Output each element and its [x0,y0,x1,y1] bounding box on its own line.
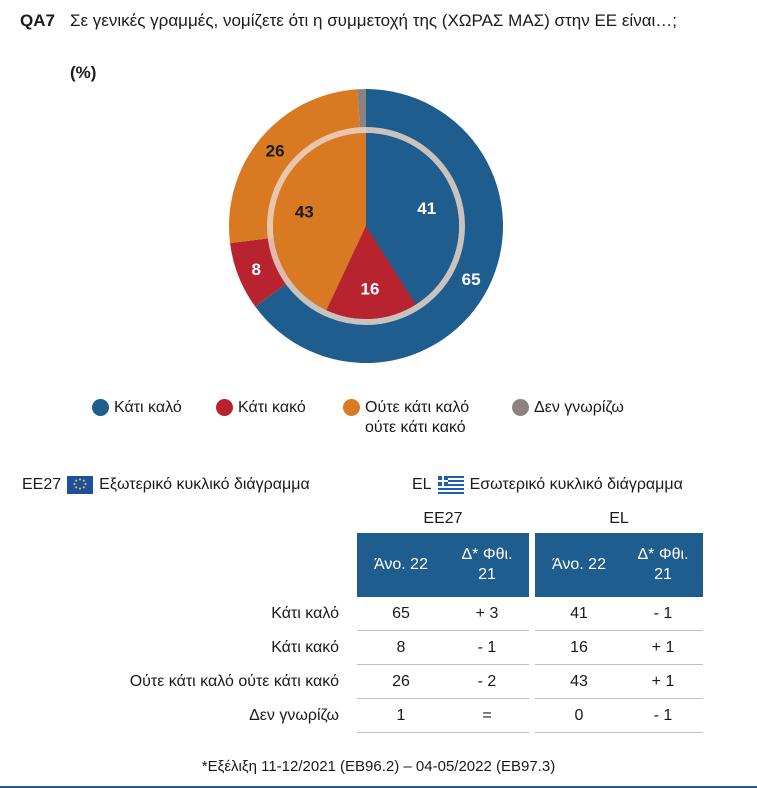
blank-cell [20,533,357,597]
key-outer-code: EE27 [22,476,62,493]
inner-pie [273,133,459,320]
cell-value: - 2 [445,664,529,699]
legend-label: Δεν γνωρίζω [534,399,624,416]
cell-value: - 1 [623,698,703,733]
key-inner-code: EL [412,476,432,493]
inner-slice-neither [273,133,366,311]
row-label: Κάτι κακό [271,638,339,656]
legend-swatch [92,399,109,416]
inner-label-bad: 16 [361,280,380,299]
cell-value: 41 [535,597,623,631]
cell-value: 16 [535,630,623,665]
inner-label-neither: 43 [295,203,314,222]
separator-ring [267,127,465,325]
cell-value: = [445,698,529,733]
results-table: EE27 EL Άνο. 22 Δ* Φθι. 21 Άνο. 22 Δ* Φθ… [20,505,703,733]
header-line: Άνο. 22 [374,556,428,573]
outer-label-good: 65 [462,270,481,289]
header-line: 21 [478,566,496,583]
table-row: Δεν γνωρίζω 1 = 0 - 1 [20,698,703,733]
cell-value: + 3 [445,597,529,631]
cell-value: 0 [535,698,623,733]
cell-value: 26 [357,664,445,699]
row-label: Κάτι καλό [271,604,339,622]
col-header-eu27-delta: Δ* Φθι. 21 [445,533,529,597]
legend-item-good: Κάτι καλό [92,398,182,418]
cell-value: + 1 [623,664,703,699]
header-line: Δ* Φθι. [461,546,513,563]
key-outer: EE27 Εξωτερικό κυκλικό διάγραμμα [22,476,310,494]
column-header-row: Άνο. 22 Δ* Φθι. 21 Άνο. 22 Δ* Φθι. 21 [20,533,703,597]
gap-cell [529,597,535,631]
gap-cell [529,698,535,733]
table-row: Ούτε κάτι καλό ούτε κάτι κακό 26 - 2 43 … [20,664,703,699]
legend-swatch [343,399,360,416]
col-header-eu27-spring22: Άνο. 22 [357,533,445,597]
inner-slice-good [366,133,459,305]
inner-slice-bad [326,226,416,320]
pie-labels: 65 8 26 41 16 43 [252,141,481,298]
key-outer-text: Εξωτερικό κυκλικό διάγραμμα [99,476,310,493]
legend-label: Ούτε κάτι καλό ούτε κάτι κακό [365,398,469,438]
header-line: 21 [654,566,672,583]
legend-item-bad: Κάτι κακό [216,398,306,418]
outer-label-bad: 8 [252,260,261,279]
inner-label-good: 41 [417,199,436,218]
key-inner-text: Εσωτερικό κυκλικό διάγραμμα [469,476,683,493]
table-row: Κάτι καλό 65 + 3 41 - 1 [20,597,703,631]
gap-cell [529,505,535,533]
legend-swatch [216,399,233,416]
table-row: Κάτι κακό 8 - 1 16 + 1 [20,630,703,665]
header-line: Άνο. 22 [552,556,606,573]
blank-cell [20,505,357,533]
legend-item-neither: Ούτε κάτι καλό ούτε κάτι κακό [343,398,469,438]
col-header-el-spring22: Άνο. 22 [535,533,623,597]
greek-flag-icon [437,476,464,494]
legend-label-line1: Ούτε κάτι καλό [365,399,470,416]
gap-cell [529,630,535,665]
row-label: Ούτε κάτι καλό ούτε κάτι κακό [129,672,339,690]
question-code: QA7 [20,11,55,30]
bottom-rule [0,786,757,788]
group-header-row: EE27 EL [20,505,703,533]
cell-value: + 1 [623,630,703,665]
eu-flag-icon [67,476,94,494]
legend-label: Κάτι καλό [114,399,182,416]
key-inner: EL Εσωτερικό κυκλικό διάγραμμα [412,476,683,494]
legend-label-line2: ούτε κάτι κακό [365,419,466,436]
header-line: Δ* Φθι. [637,546,689,563]
cell-value: 43 [535,664,623,699]
question-text: Σε γενικές γραμμές, νομίζετε ότι η συμμε… [70,11,678,30]
outer-label-neither: 26 [266,141,285,160]
cell-value: - 1 [623,597,703,631]
legend-item-dont-know: Δεν γνωρίζω [512,398,624,418]
ring-separator [267,127,465,325]
cell-value: 1 [357,698,445,733]
group-el: EL [609,510,629,527]
row-label: Δεν γνωρίζω [249,706,339,724]
unit-label: (%) [70,63,97,82]
gap-cell [529,664,535,699]
cell-value: 8 [357,630,445,665]
double-pie-chart: 65 8 26 41 16 43 [229,89,503,363]
cell-value: 65 [357,597,445,631]
footnote: *Εξέλιξη 11-12/2021 (EB96.2) – 04-05/202… [201,758,556,775]
legend-label: Κάτι κακό [238,399,306,416]
legend-swatch [512,399,529,416]
col-header-el-delta: Δ* Φθι. 21 [623,533,703,597]
gap-cell [529,533,535,597]
group-eu27: EE27 [423,510,463,527]
cell-value: - 1 [445,630,529,665]
